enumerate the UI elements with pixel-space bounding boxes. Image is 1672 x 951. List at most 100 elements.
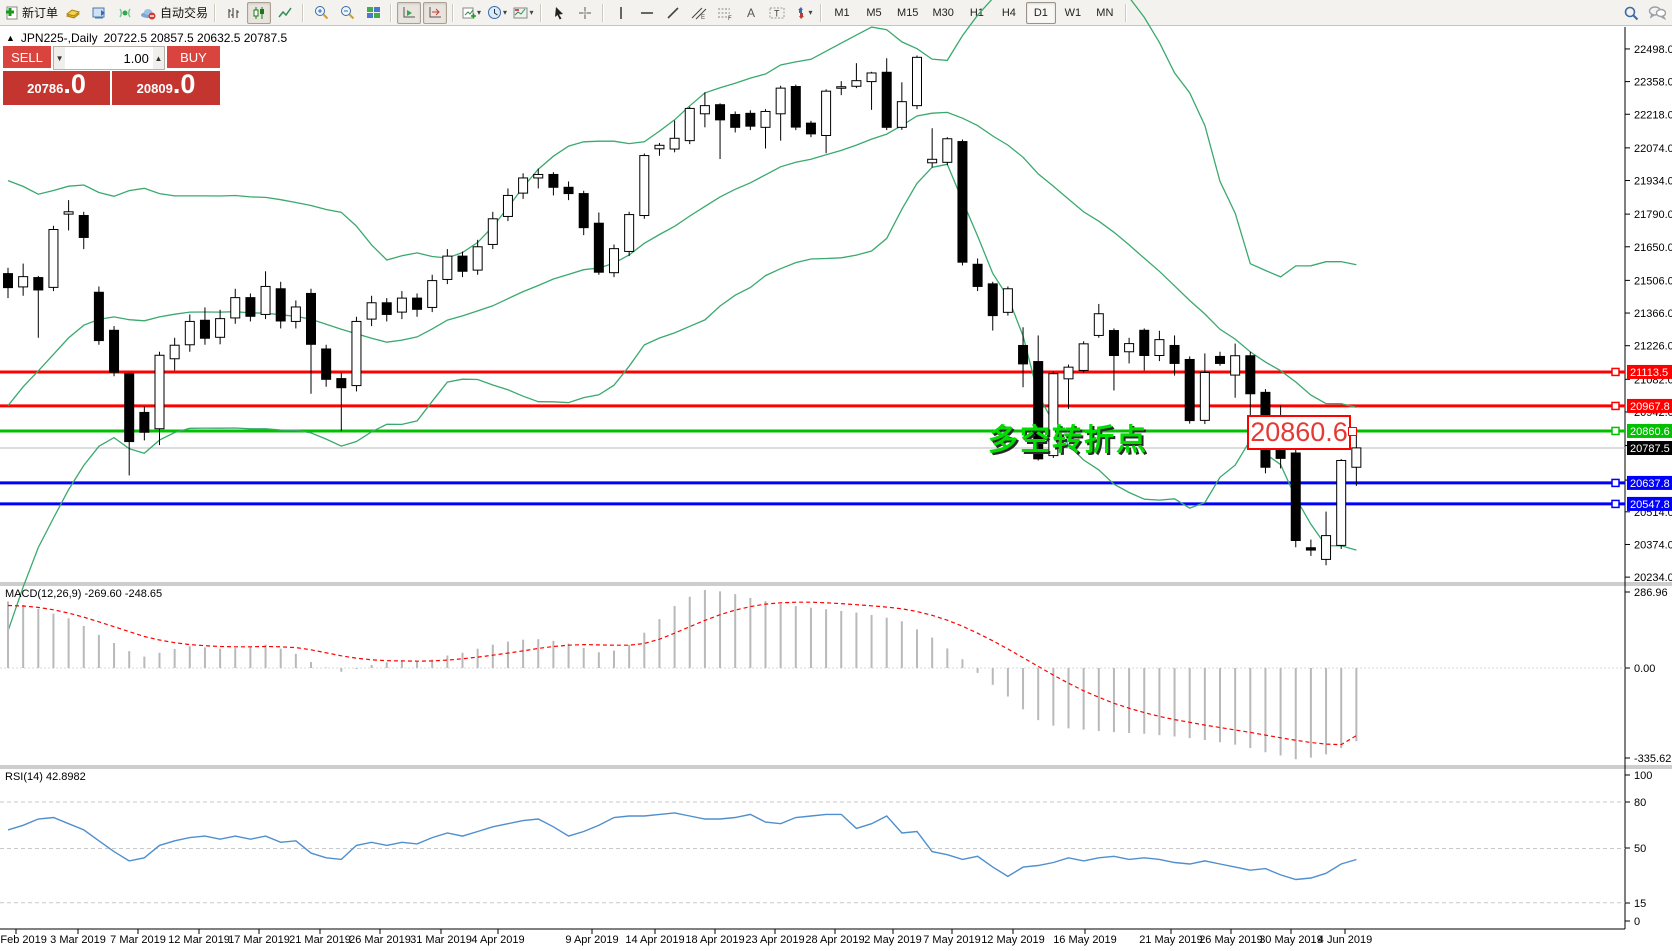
arrows-tool[interactable]: ▾ (791, 2, 815, 24)
date-label[interactable]: 9 Apr 2019 (565, 934, 618, 946)
candle-bear[interactable] (1215, 355, 1225, 364)
buy-button[interactable]: BUY (167, 46, 220, 70)
search-button[interactable] (1619, 2, 1643, 24)
candle-bear[interactable] (805, 122, 816, 135)
candle-bear[interactable] (381, 302, 392, 315)
candle-bull[interactable] (624, 214, 635, 252)
candle-bull[interactable] (866, 72, 877, 83)
new-order-button[interactable]: 新订单 (3, 2, 59, 24)
candle-bull[interactable] (351, 320, 362, 387)
candle-bull[interactable] (760, 110, 771, 128)
fibonacci-tool[interactable]: F (713, 2, 737, 24)
candle-bull[interactable] (230, 297, 241, 319)
candle-bull[interactable] (912, 56, 922, 107)
volume-increase-button[interactable]: ▲ (152, 47, 164, 69)
timeframe-h4[interactable]: H4 (1001, 6, 1016, 19)
date-label[interactable]: 17 Mar 2019 (228, 934, 290, 946)
crosshair-tool-button[interactable] (573, 2, 597, 24)
candle-bull[interactable] (1230, 355, 1241, 376)
timeframe-w1[interactable]: W1 (1064, 6, 1082, 19)
line-chart-type-button[interactable] (273, 2, 297, 24)
candle-bear[interactable] (1169, 344, 1180, 364)
volume-decrease-button[interactable]: ▼ (54, 47, 66, 69)
candle-bull[interactable] (1199, 372, 1210, 421)
candle-bull[interactable] (669, 137, 680, 150)
market-watch-button[interactable] (61, 2, 85, 24)
candle-bear[interactable] (275, 288, 286, 322)
date-label[interactable]: 30 May 2019 (1259, 934, 1323, 946)
candle-bear[interactable] (457, 255, 468, 272)
candle-chart-type-button[interactable] (247, 1, 272, 24)
candle-bull[interactable] (18, 276, 29, 288)
candle-bull[interactable] (169, 344, 180, 360)
candle-bull[interactable] (290, 306, 301, 322)
candle-bear[interactable] (745, 112, 756, 127)
candle-bull[interactable] (63, 211, 74, 215)
candle-bull[interactable] (609, 248, 619, 274)
equidistant-channel-tool[interactable]: E (687, 2, 711, 24)
date-label[interactable]: 23 Apr 2019 (745, 934, 804, 946)
candle-bear[interactable] (1108, 330, 1119, 356)
candle-bull[interactable] (836, 86, 847, 89)
candle-bull[interactable] (1063, 366, 1074, 380)
timeframe-h1[interactable]: H1 (969, 6, 984, 19)
text-tool[interactable]: A (739, 2, 763, 24)
candle-bull[interactable] (533, 173, 544, 179)
buy-price-display[interactable]: 20809 .0 (112, 71, 220, 105)
candle-bear[interactable] (1139, 329, 1150, 356)
candle-bull[interactable] (699, 105, 710, 115)
candle-bear[interactable] (972, 263, 983, 287)
level-line-handle[interactable] (1611, 499, 1620, 509)
date-label[interactable]: 7 May 2019 (923, 934, 980, 946)
candle-bull[interactable] (427, 280, 438, 308)
candle-bull[interactable] (184, 320, 195, 346)
candle-bear[interactable] (336, 378, 347, 389)
zoom-in-button[interactable] (309, 2, 333, 24)
candle-bull[interactable] (1351, 447, 1362, 468)
new-chart-button[interactable]: ▾ (459, 2, 483, 24)
timeframe-d1[interactable]: D1 (1025, 1, 1056, 24)
volume-input[interactable] (65, 47, 153, 69)
candle-bear[interactable] (412, 297, 423, 310)
date-label[interactable]: 16 May 2019 (1053, 934, 1117, 946)
vertical-line-tool[interactable] (609, 2, 633, 24)
candle-bull[interactable] (472, 246, 483, 271)
candle-bull[interactable] (366, 302, 377, 320)
date-label[interactable]: 18 Apr 2019 (685, 934, 744, 946)
date-label[interactable]: 4 Apr 2019 (471, 934, 524, 946)
candle-bear[interactable] (715, 104, 726, 121)
zoom-out-button[interactable] (335, 2, 359, 24)
candle-bear[interactable] (306, 292, 316, 345)
candle-bull[interactable] (1048, 373, 1059, 457)
candle-bull[interactable] (48, 229, 59, 288)
candle-bear[interactable] (563, 186, 574, 195)
date-label[interactable]: 12 May 2019 (981, 934, 1045, 946)
candle-bear[interactable] (245, 297, 256, 317)
level-line-handle[interactable] (1611, 367, 1620, 377)
candle-bull[interactable] (1336, 459, 1347, 546)
candle-bull[interactable] (1124, 343, 1135, 353)
candle-bull[interactable] (260, 285, 271, 315)
candle-bull[interactable] (1078, 343, 1089, 371)
candle-bear[interactable] (1305, 547, 1316, 551)
candle-bull[interactable] (896, 101, 907, 128)
signals-button[interactable] (113, 2, 137, 24)
templates-button[interactable]: ▾ (511, 2, 535, 24)
level-line-handle[interactable] (1611, 401, 1620, 411)
candle-bear[interactable] (33, 277, 44, 291)
profiles-button[interactable]: ▾ (485, 2, 509, 24)
candle-bull[interactable] (775, 87, 786, 115)
level-line-handle[interactable] (1611, 478, 1620, 488)
timeframe-m1[interactable]: M1 (834, 6, 850, 19)
candle-bear[interactable] (987, 283, 998, 317)
level-annotation-box[interactable]: 20860.6 (1247, 415, 1351, 450)
candle-bear[interactable] (139, 411, 150, 433)
candle-bear[interactable] (1033, 361, 1044, 460)
candle-bull[interactable] (518, 177, 529, 194)
candle-bear[interactable] (578, 193, 589, 229)
candle-bull[interactable] (154, 354, 165, 430)
trendline-tool[interactable] (661, 2, 685, 24)
candle-bull[interactable] (684, 107, 695, 142)
date-label[interactable]: 28 Apr 2019 (805, 934, 864, 946)
